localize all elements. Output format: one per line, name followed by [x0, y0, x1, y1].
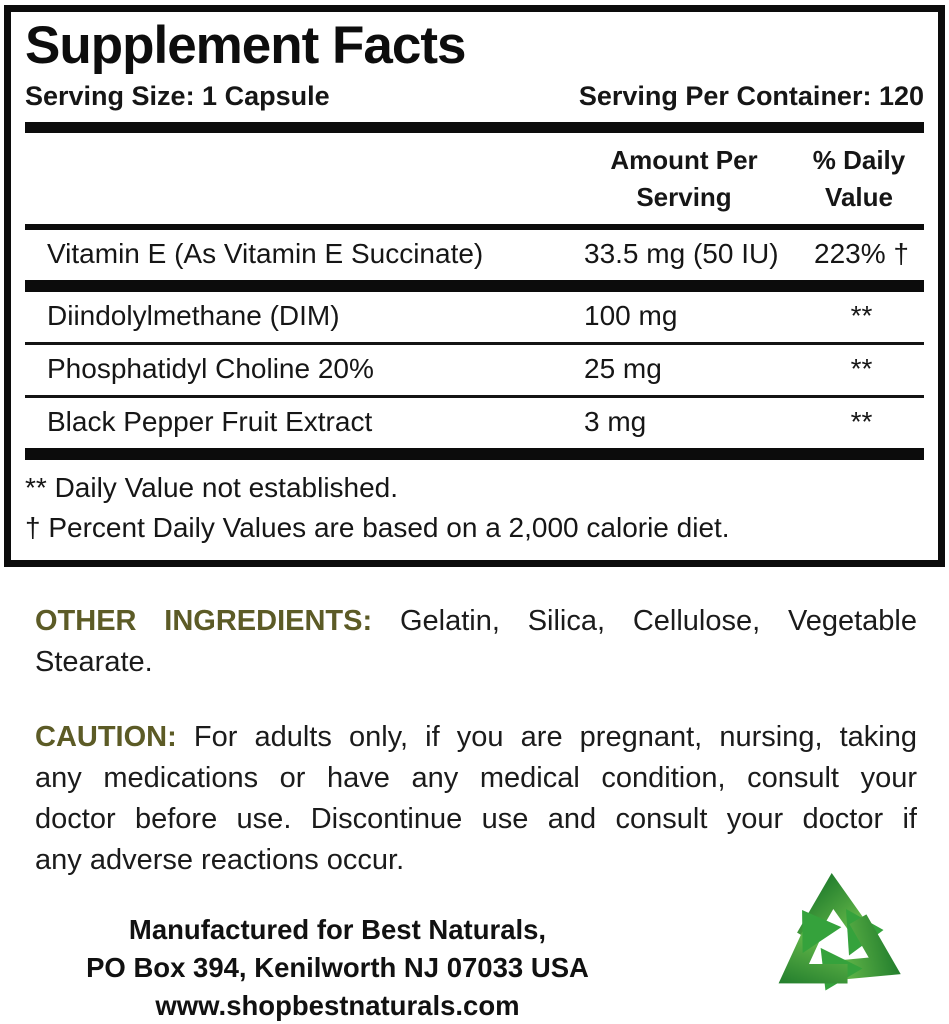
- column-header-daily-value: % Daily Value: [812, 145, 906, 213]
- divider-bar-bottom: [25, 448, 924, 461]
- manufacturer-address: PO Box 394, Kenilworth NJ 07033 USA: [86, 952, 589, 984]
- manufacturer-website: www.shopbestnaturals.com: [155, 990, 520, 1022]
- divider-bar-header: [25, 224, 924, 231]
- footnote-percent-dv: † Percent Daily Values are based on a 2,…: [25, 512, 730, 544]
- table-row-vitamin-e: Vitamin E (As Vitamin E Succinate) 33.5 …: [25, 230, 924, 280]
- nutrient-name: Phosphatidyl Choline 20%: [47, 353, 374, 385]
- caution-text: any medications or have any medical cond…: [35, 762, 917, 795]
- row-separator: [25, 342, 924, 346]
- nutrient-name: Vitamin E (As Vitamin E Succinate): [47, 238, 484, 270]
- nutrient-name: Diindolylmethane (DIM): [47, 300, 340, 332]
- nutrient-daily-value: 223% †: [814, 238, 909, 270]
- other-ingredients-label: OTHER INGREDIENTS:: [35, 605, 373, 638]
- nutrient-amount: 25 mg: [584, 353, 662, 385]
- supplement-facts-panel: Supplement Facts Serving Size: 1 Capsule…: [4, 5, 945, 568]
- divider-bar-mid: [25, 280, 924, 293]
- nutrient-daily-value: **: [850, 353, 873, 385]
- table-row-black-pepper: Black Pepper Fruit Extract 3 mg **: [25, 398, 924, 448]
- table-row-phosphatidyl-choline: Phosphatidyl Choline 20% 25 mg **: [25, 345, 924, 395]
- column-header-amount: Amount Per Serving: [610, 145, 758, 213]
- serving-row: Serving Size: 1 Capsule Serving Per Cont…: [25, 79, 924, 122]
- recycle-icon: [762, 857, 912, 1012]
- divider-bar-top: [25, 122, 924, 134]
- other-ingredients-text: Gelatin, Silica, Cellulose, Vegetable: [399, 605, 918, 638]
- footnote-dv-not-established: ** Daily Value not established.: [25, 472, 399, 504]
- nutrient-daily-value: **: [850, 406, 873, 438]
- nutrient-amount: 100 mg: [584, 300, 678, 332]
- nutrient-name: Black Pepper Fruit Extract: [47, 406, 373, 438]
- caution-text: doctor before use. Discontinue use and c…: [35, 803, 917, 836]
- panel-title: Supplement Facts: [25, 16, 466, 75]
- other-ingredients-text: Stearate.: [35, 646, 153, 679]
- supplement-label: Supplement Facts Serving Size: 1 Capsule…: [0, 5, 949, 1024]
- caution-paragraph: CAUTION: For adults only, if you are pre…: [35, 717, 917, 881]
- other-ingredients-paragraph: OTHER INGREDIENTS: Gelatin, Silica, Cell…: [35, 601, 917, 683]
- manufacturer-line: Manufactured for Best Naturals,: [128, 914, 547, 946]
- row-separator: [25, 395, 924, 399]
- serving-size: Serving Size: 1 Capsule: [25, 81, 330, 112]
- manufacturer-block: Manufactured for Best Naturals, PO Box 3…: [0, 911, 675, 1024]
- footnotes: ** Daily Value not established. † Percen…: [25, 460, 924, 560]
- nutrient-daily-value: **: [850, 300, 873, 332]
- caution-text: For adults only, if you are pregnant, nu…: [193, 721, 917, 754]
- column-headers: Amount Per Serving % Daily Value: [25, 133, 924, 224]
- nutrient-amount: 3 mg: [584, 406, 647, 438]
- nutrient-amount: 33.5 mg (50 IU): [584, 238, 779, 270]
- table-row-dim: Diindolylmethane (DIM) 100 mg **: [25, 292, 924, 342]
- servings-per-container: Serving Per Container: 120: [578, 81, 924, 112]
- caution-label: CAUTION:: [35, 721, 177, 754]
- caution-text: any adverse reactions occur.: [35, 844, 405, 877]
